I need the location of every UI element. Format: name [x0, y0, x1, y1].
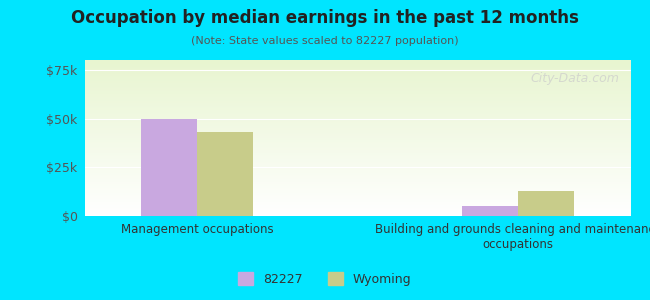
- Text: (Note: State values scaled to 82227 population): (Note: State values scaled to 82227 popu…: [191, 36, 459, 46]
- Bar: [197, 132, 253, 216]
- Bar: [462, 206, 518, 216]
- Bar: [140, 118, 197, 216]
- Text: Occupation by median earnings in the past 12 months: Occupation by median earnings in the pas…: [71, 9, 579, 27]
- Legend: 82227, Wyoming: 82227, Wyoming: [233, 267, 417, 291]
- Bar: [518, 191, 575, 216]
- Text: City-Data.com: City-Data.com: [530, 73, 619, 85]
